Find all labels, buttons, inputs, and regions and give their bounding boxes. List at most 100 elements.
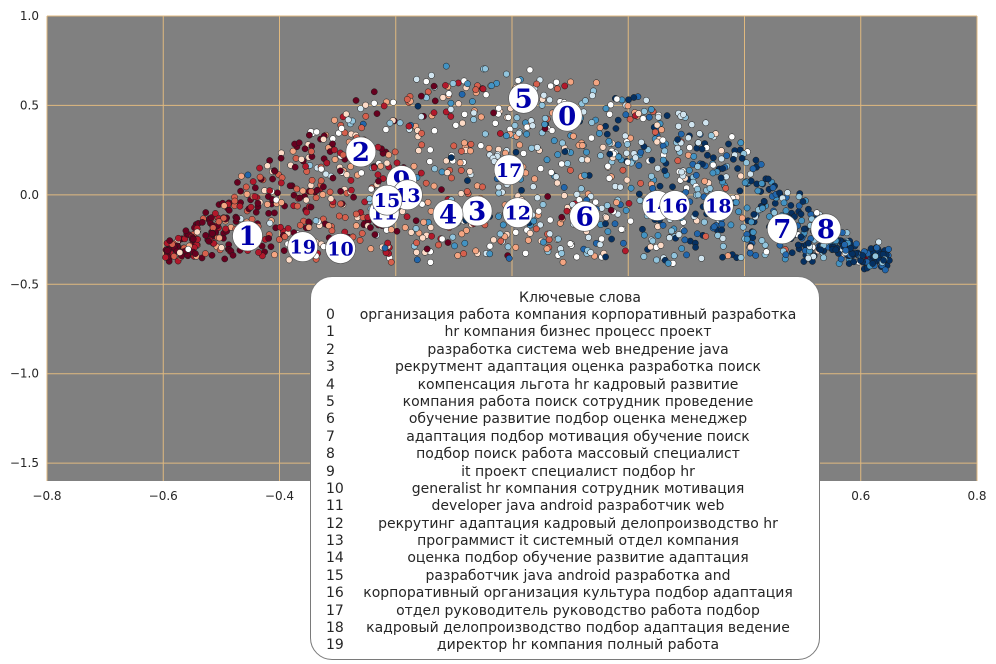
scatter-point [752,252,760,259]
scatter-point [410,162,418,170]
scatter-point [251,193,259,200]
scatter-point [776,189,783,197]
legend-item-keywords: корпоративный организация культура подбо… [363,585,793,602]
legend-item-index: 4 [326,376,335,393]
scatter-point [567,166,574,174]
scatter-point [302,163,309,170]
scatter-point [503,132,510,140]
scatter-point [648,156,656,164]
scatter-point [451,242,458,250]
scatter-point [292,155,300,162]
scatter-point [298,155,305,163]
scatter-point [221,255,229,263]
scatter-point [558,250,565,257]
centroid-8: 8 [810,213,842,245]
scatter-point [655,113,662,121]
scatter-point [295,139,303,147]
scatter-point [269,175,276,183]
scatter-point [693,230,701,238]
scatter-point [560,184,568,191]
scatter-point [306,131,313,139]
scatter-point [558,213,566,221]
scatter-point [356,237,364,244]
scatter-point [837,255,845,263]
scatter-point [559,258,567,266]
x-tick-label: −0.6 [149,489,178,503]
scatter-point [443,169,451,176]
scatter-point [603,130,611,138]
scatter-point [448,174,455,182]
scatter-point [624,140,631,148]
scatter-point [605,137,613,145]
scatter-point [212,210,219,217]
scatter-point [546,96,554,104]
scatter-point [588,134,595,142]
scatter-point [515,129,523,137]
scatter-point [307,188,315,195]
scatter-point [352,222,360,229]
scatter-point [545,236,553,243]
scatter-point [657,242,665,249]
scatter-point [640,253,648,260]
centroid-15: 15 [371,184,403,216]
scatter-point [352,210,360,218]
scatter-point [281,233,289,241]
centroid-marker [810,213,842,245]
scatter-point [467,140,475,148]
legend-item: 8 подбор поиск работа массовый специалист [311,446,819,463]
scatter-point [797,233,805,241]
centroid-marker [502,197,534,229]
scatter-point [595,130,603,137]
scatter-point [592,198,600,206]
scatter-point [685,151,692,159]
scatter-point [787,202,795,209]
scatter-point [587,249,595,256]
scatter-point [618,225,625,233]
scatter-point [539,201,547,208]
scatter-point [654,232,662,239]
scatter-point [403,95,411,103]
scatter-point [607,206,615,214]
scatter-point [563,207,571,215]
scatter-point [596,124,604,131]
scatter-point [265,235,273,242]
scatter-point [495,183,503,191]
legend-item-index: 16 [326,585,344,602]
scatter-point [488,82,495,90]
scatter-point [238,172,245,180]
scatter-point [561,82,569,90]
scatter-point [817,246,825,254]
scatter-point [596,241,604,248]
scatter-point [717,174,725,182]
scatter-point [343,171,351,178]
scatter-point [322,170,330,178]
centroid-marker [703,190,734,221]
scatter-point [256,173,264,181]
scatter-point [431,165,439,173]
scatter-point [320,183,327,191]
scatter-point [438,186,445,193]
scatter-point [603,202,611,209]
scatter-point [312,217,320,225]
scatter-point [732,199,740,206]
centroid-2: 2 [345,136,377,168]
scatter-point [208,214,215,221]
scatter-point [495,213,502,220]
scatter-point [743,235,751,243]
scatter-point [737,172,745,180]
scatter-point [222,225,230,233]
scatter-point [496,230,504,238]
scatter-point [696,130,703,137]
scatter-point [588,119,596,126]
scatter-point [718,226,726,234]
scatter-point [543,245,551,253]
scatter-point [602,105,610,112]
centroid-marker [508,82,539,114]
scatter-point [326,188,334,196]
legend-item-keywords: generalist hr компания сотрудник мотивац… [411,480,745,497]
scatter-point [719,165,726,172]
scatter-point [666,234,673,242]
scatter-point [414,102,422,110]
y-tick-label: 0.5 [20,98,39,112]
legend-item-keywords: рекрутмент адаптация оценка разработка п… [395,359,761,376]
